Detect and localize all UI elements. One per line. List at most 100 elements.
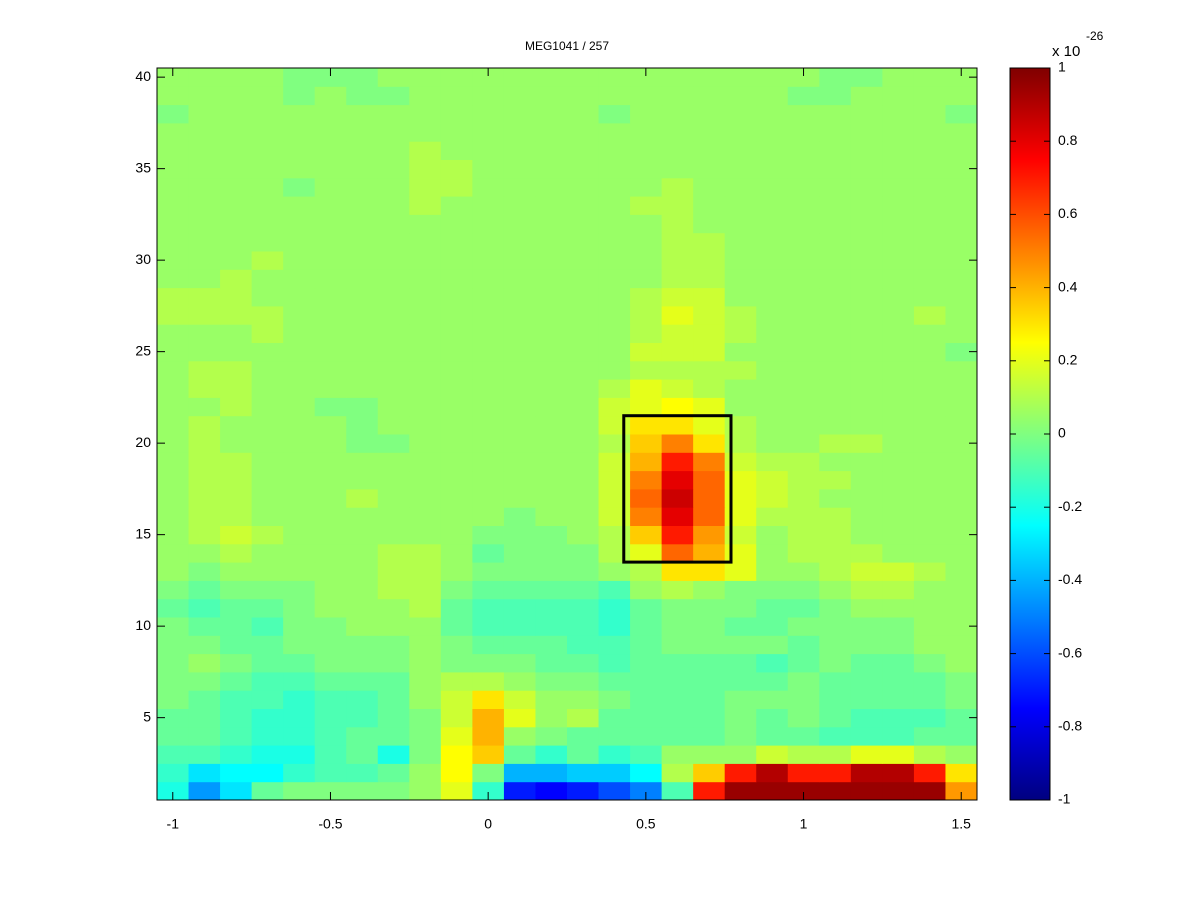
heatmap-cell	[693, 251, 726, 270]
heatmap-cell	[314, 324, 347, 343]
heatmap-cell	[377, 763, 410, 783]
heatmap-cell	[220, 269, 253, 289]
heatmap-cell	[377, 617, 410, 636]
heatmap-cell	[756, 177, 789, 197]
heatmap-cell	[882, 379, 915, 398]
heatmap-cell	[913, 177, 946, 197]
heatmap-cell	[693, 617, 726, 636]
heatmap-cell	[283, 726, 316, 746]
heatmap-cell	[472, 122, 505, 142]
heatmap-cell	[819, 159, 852, 179]
heatmap-cell	[819, 379, 852, 398]
heatmap-cell	[819, 635, 852, 655]
heatmap-cell	[945, 86, 978, 106]
heatmap-cell	[503, 214, 536, 234]
heatmap-cell	[567, 617, 600, 636]
heatmap-cell	[440, 86, 473, 106]
heatmap-cell	[598, 415, 631, 435]
heatmap-cell	[346, 287, 379, 307]
heatmap-cell	[756, 562, 789, 581]
heatmap-cell	[945, 745, 978, 764]
heatmap-cell	[850, 159, 883, 179]
heatmap-cell	[283, 324, 316, 343]
heatmap-cell	[945, 781, 978, 801]
heatmap-cell	[377, 122, 410, 142]
heatmap-cell	[661, 708, 694, 728]
heatmap-cell	[472, 470, 505, 490]
heatmap-cell	[598, 690, 631, 709]
heatmap-cell	[693, 708, 726, 728]
heatmap-cell	[157, 232, 190, 252]
heatmap-cell	[661, 562, 694, 581]
heatmap-cell	[850, 708, 883, 728]
heatmap-cell	[188, 379, 221, 398]
heatmap-cell	[535, 708, 568, 728]
heatmap-cell	[472, 580, 505, 600]
heatmap-cell	[251, 379, 284, 398]
heatmap-cell	[220, 580, 253, 600]
heatmap-cell	[251, 617, 284, 636]
heatmap-cell	[693, 122, 726, 142]
heatmap-cell	[440, 781, 473, 801]
heatmap-cell	[472, 269, 505, 289]
heatmap-cell	[220, 525, 253, 545]
heatmap-cell	[724, 141, 757, 160]
heatmap-cell	[283, 690, 316, 709]
heatmap-cell	[188, 324, 221, 343]
heatmap-cell	[220, 653, 253, 673]
heatmap-cell	[598, 104, 631, 124]
heatmap-cell	[346, 141, 379, 160]
heatmap-cell	[850, 763, 883, 783]
heatmap-cell	[535, 635, 568, 655]
heatmap-cell	[535, 122, 568, 142]
heatmap-cell	[567, 598, 600, 618]
heatmap-cell	[283, 379, 316, 398]
heatmap-cell	[598, 543, 631, 563]
heatmap-cell	[251, 269, 284, 289]
heatmap-cell	[283, 269, 316, 289]
heatmap-cell	[440, 379, 473, 398]
heatmap-cell	[567, 287, 600, 307]
heatmap-cell	[535, 726, 568, 746]
heatmap-cell	[377, 196, 410, 215]
heatmap-cell	[819, 68, 852, 87]
heatmap-cell	[283, 598, 316, 618]
heatmap-cell	[503, 598, 536, 618]
heatmap-cell	[314, 104, 347, 124]
heatmap-cell	[220, 470, 253, 490]
heatmap-cell	[724, 415, 757, 435]
heatmap-cell	[819, 726, 852, 746]
heatmap-cell	[850, 543, 883, 563]
heatmap-cell	[440, 745, 473, 764]
heatmap-cell	[693, 214, 726, 234]
heatmap-cell	[314, 196, 347, 215]
heatmap-cell	[283, 141, 316, 160]
heatmap-cell	[503, 580, 536, 600]
colorbar-tick-label: 0.4	[1058, 278, 1078, 294]
heatmap-cell	[409, 434, 442, 453]
heatmap-cell	[251, 562, 284, 581]
heatmap-cell	[661, 763, 694, 783]
heatmap-cell	[819, 177, 852, 197]
heatmap-cell	[787, 342, 820, 362]
heatmap-cell	[850, 434, 883, 453]
heatmap-cell	[661, 177, 694, 197]
heatmap-cell	[283, 635, 316, 655]
heatmap-cell	[472, 781, 505, 801]
heatmap-cell	[787, 360, 820, 380]
heatmap-cell	[630, 745, 663, 764]
heatmap-cell	[787, 177, 820, 197]
heatmap-cell	[346, 397, 379, 417]
y-tick-label: 20	[135, 434, 151, 450]
heatmap-cell	[598, 525, 631, 545]
heatmap-cell	[661, 726, 694, 746]
heatmap-cell	[535, 269, 568, 289]
heatmap-cell	[945, 470, 978, 490]
heatmap-cell	[945, 397, 978, 417]
heatmap-cell	[787, 763, 820, 783]
heatmap-cell	[787, 305, 820, 325]
heatmap-cell	[503, 379, 536, 398]
heatmap-cell	[756, 141, 789, 160]
heatmap-cell	[535, 745, 568, 764]
heatmap-cell	[220, 287, 253, 307]
